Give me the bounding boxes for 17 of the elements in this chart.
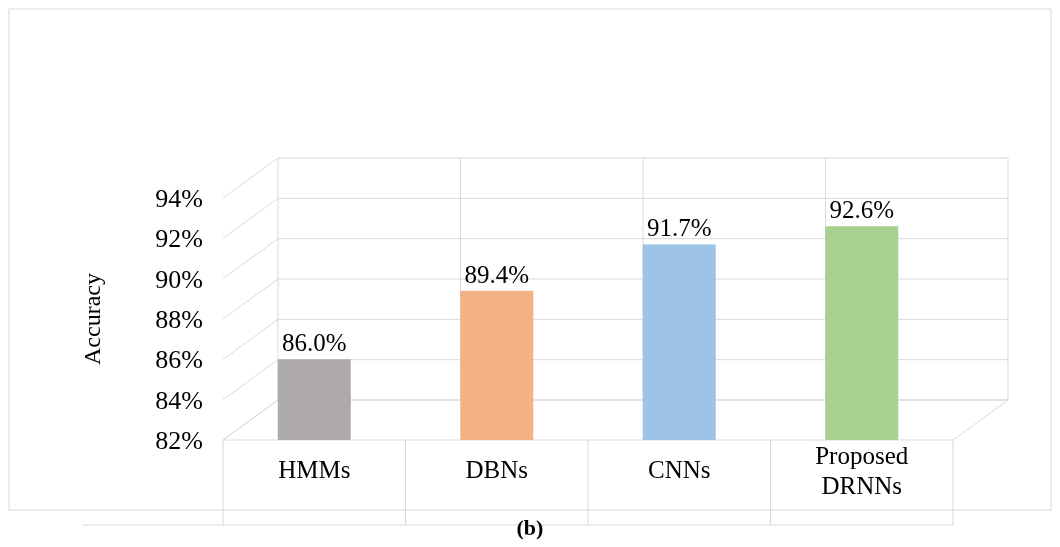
x-tick-label: CNNs bbox=[647, 456, 711, 483]
y-tick-label: 88% bbox=[155, 305, 203, 335]
y-tick-label: 92% bbox=[155, 224, 203, 254]
y-tick-label: 82% bbox=[155, 426, 203, 456]
y-tick-label: 86% bbox=[155, 345, 203, 375]
data-label: 92.6% bbox=[829, 196, 895, 224]
y-tick-label: 94% bbox=[155, 184, 203, 214]
y-axis-title: Accuracy bbox=[79, 273, 105, 365]
data-label: 89.4% bbox=[464, 260, 530, 288]
x-tick-label: DBNs bbox=[465, 456, 529, 483]
x-tick-label: Proposed DRNNs bbox=[815, 442, 909, 499]
text: (b) bbox=[516, 515, 544, 540]
y-tick-label: 84% bbox=[155, 385, 203, 415]
y-tick-label: 90% bbox=[155, 264, 203, 294]
data-label: 91.7% bbox=[646, 214, 712, 242]
data-label: 86.0% bbox=[281, 329, 347, 357]
x-tick-label: HMMs bbox=[278, 456, 351, 483]
